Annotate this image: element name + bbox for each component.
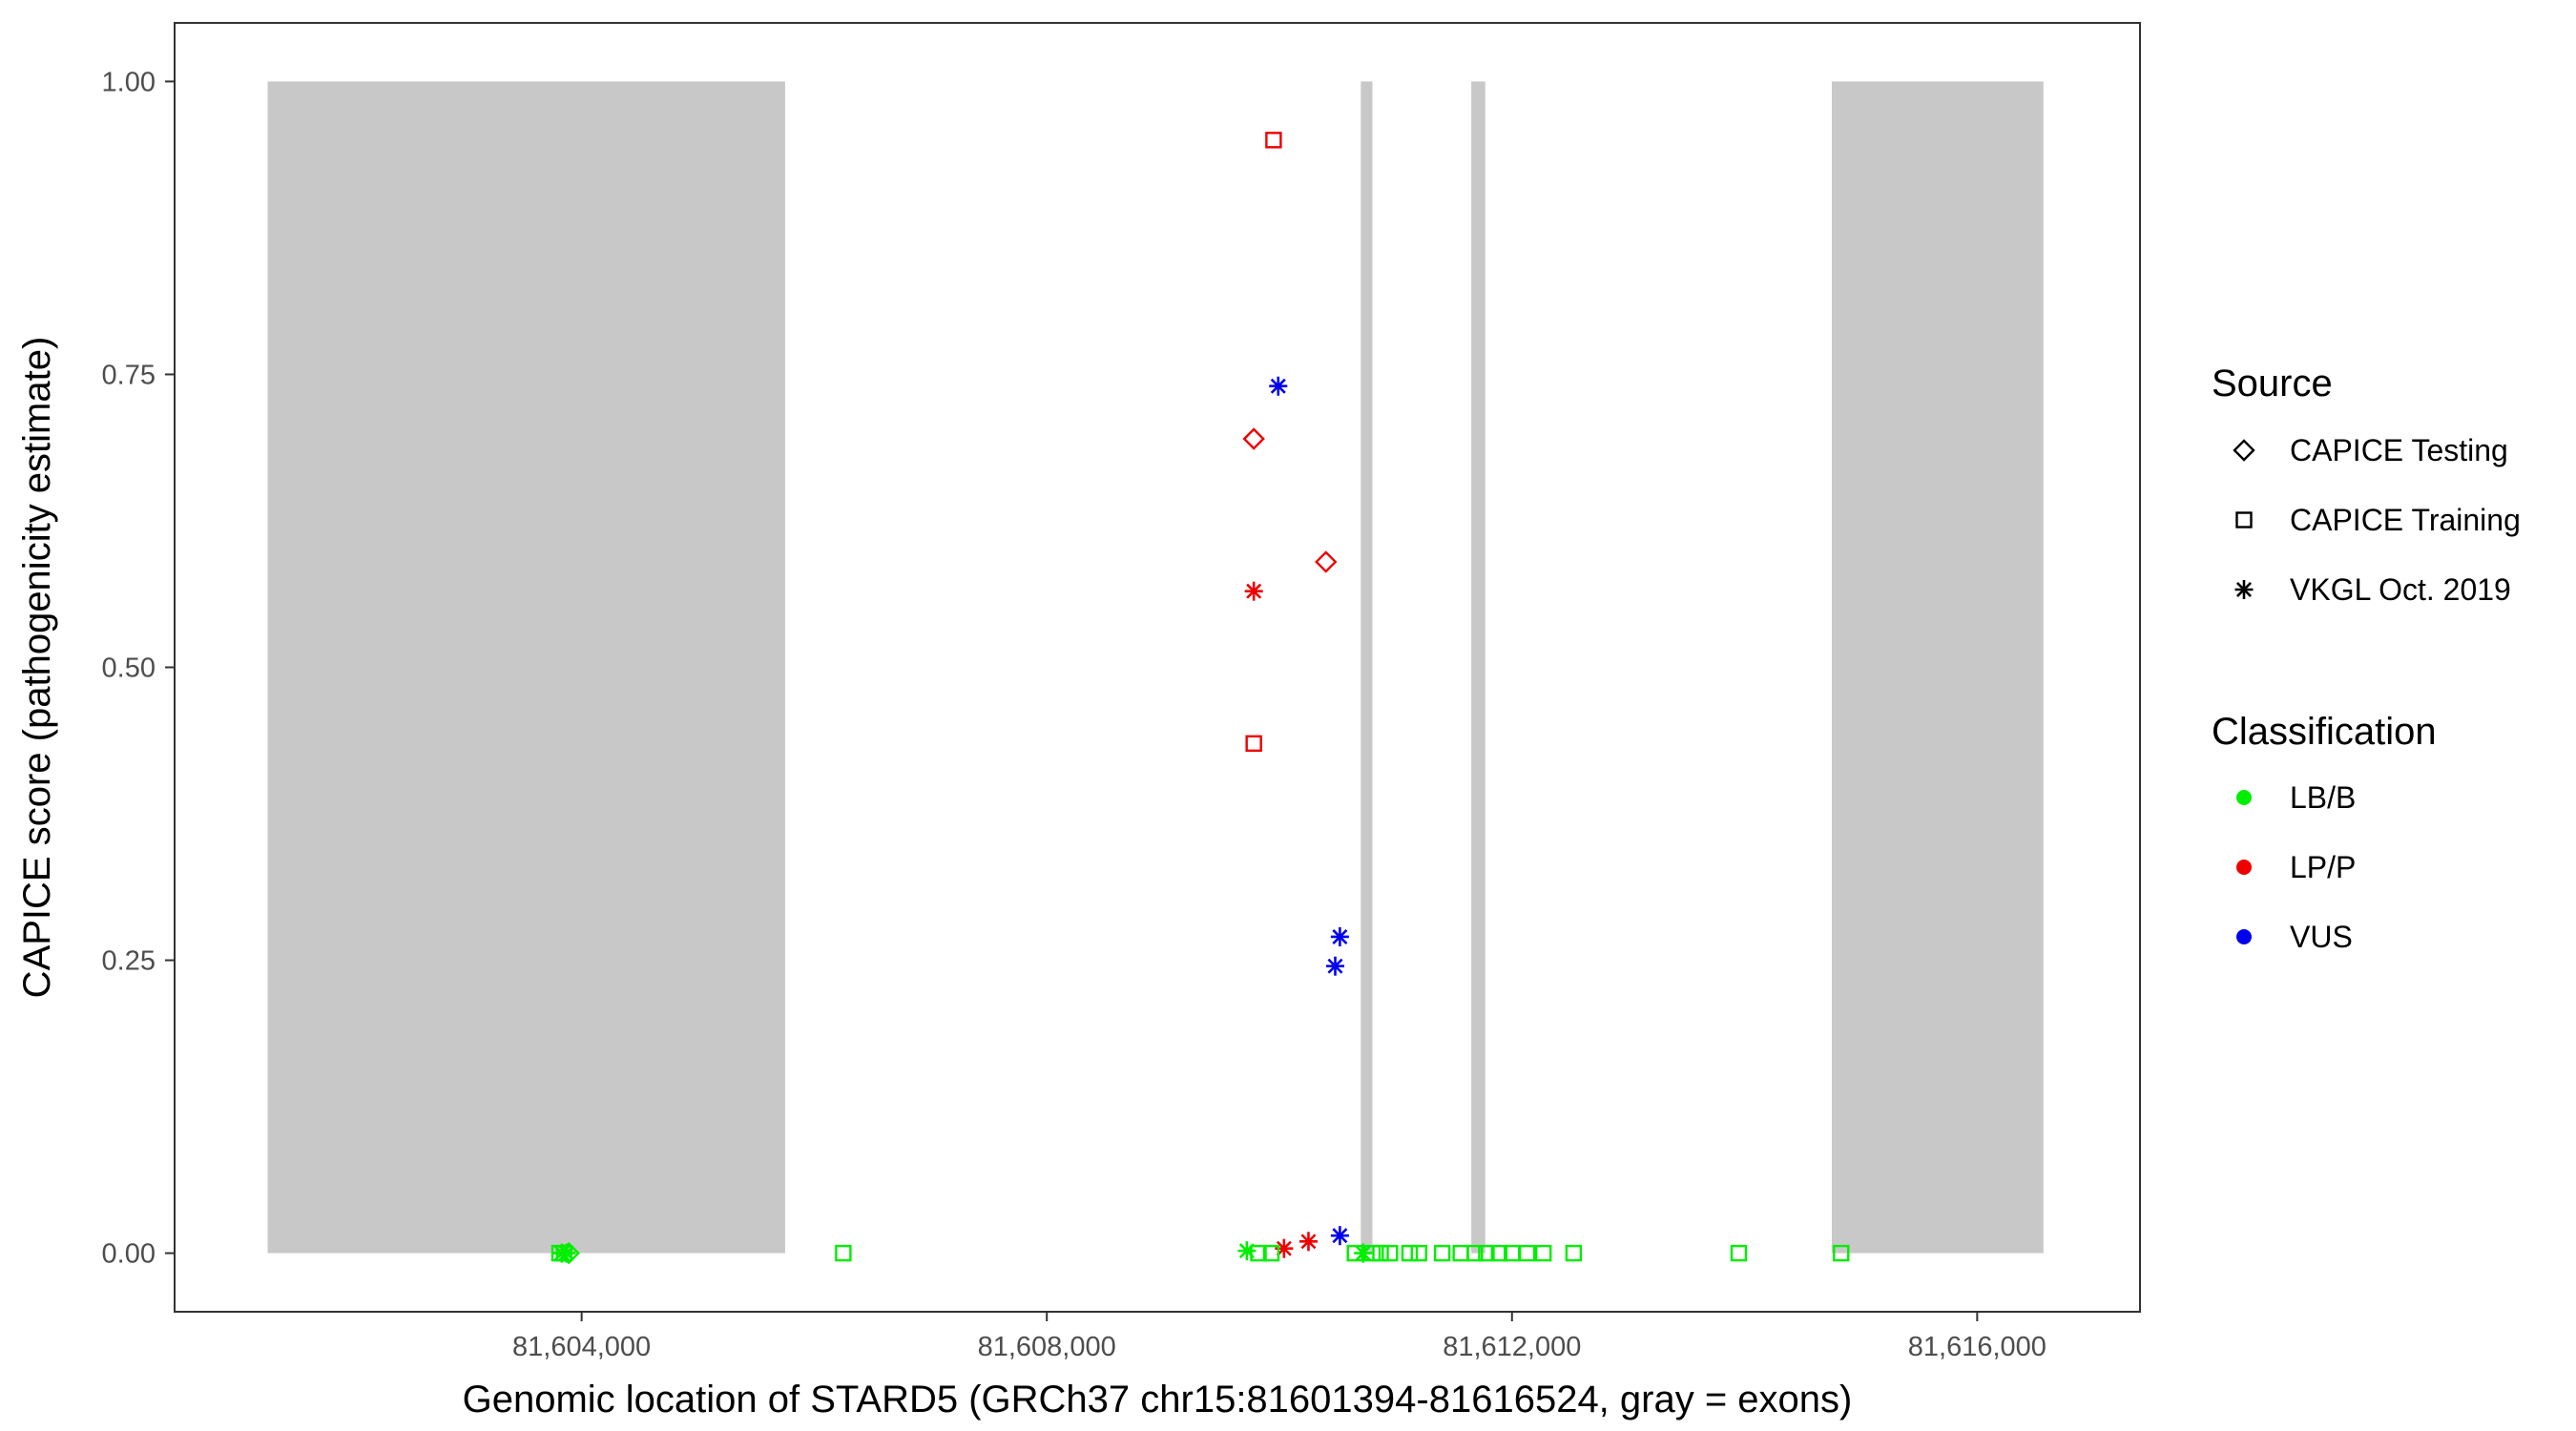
legend-key-dot [2236,790,2252,805]
legend-key-diamond [2233,439,2255,462]
data-point [1372,1244,1389,1262]
data-point [1354,1243,1373,1263]
diamond-marker [557,1241,580,1265]
legend-label-classification: LB/B [2290,780,2356,815]
exon-layer [267,81,2044,1254]
data-point [1269,376,1288,396]
x-tick-label: 81,616,000 [1908,1332,2046,1362]
diamond-marker [1242,427,1265,450]
dot-marker [2236,929,2252,944]
data-point [557,1241,580,1265]
dot-marker [2236,860,2252,875]
diamond-marker [2233,439,2255,462]
square-marker [1250,1244,1267,1262]
square-marker [1381,1244,1399,1262]
legend: Source Classification CAPICE Testing CAPI… [2212,363,2521,954]
exon-rect [1361,81,1373,1254]
legend-key-dot [2236,860,2252,875]
exon-rect [1471,81,1485,1254]
legend-classification-title: Classification [2212,711,2437,753]
data-point [1433,1244,1451,1262]
square-marker [1565,1244,1583,1262]
square-marker [835,1244,852,1262]
data-point [1730,1244,1748,1262]
legend-key-asterisk [2234,580,2254,599]
data-point [1518,1244,1536,1262]
legend-label-source: CAPICE Testing [2290,433,2508,467]
y-tick-label: 1.00 [102,67,156,97]
data-point [1466,1244,1484,1262]
legend-label-source: VKGL Oct. 2019 [2290,572,2511,607]
square-marker [2235,511,2253,529]
legend-source-title: Source [2212,363,2333,404]
data-point [1242,427,1265,450]
y-tick-label: 0.75 [102,360,156,390]
x-tick-label: 81,612,000 [1443,1332,1581,1362]
data-point [1244,581,1263,601]
square-marker [1410,1244,1427,1262]
legend-key-square [2235,511,2253,529]
y-tick-label: 0.50 [102,653,156,684]
square-marker [1245,735,1262,753]
square-marker [1265,132,1282,149]
data-point [1410,1244,1427,1262]
x-tick-label: 81,604,000 [512,1332,651,1362]
square-marker [1833,1244,1850,1262]
exon-rect [1831,81,2044,1254]
data-point [1565,1244,1583,1262]
square-marker [1262,1244,1280,1262]
data-point [1237,1241,1257,1261]
legend-label-source: CAPICE Training [2290,503,2521,537]
data-point [555,1244,573,1262]
square-marker [555,1244,573,1262]
point-layer [551,132,1850,1265]
axis-layer: 81,604,000 81,608,000 81,612,000 81,616,000… [102,67,2046,1362]
square-marker [1478,1244,1495,1262]
square-marker [1433,1244,1451,1262]
legend-label-classification: VUS [2290,920,2353,954]
square-marker [1372,1244,1389,1262]
data-point [1265,132,1282,149]
square-marker [1730,1244,1748,1262]
data-point [1478,1244,1495,1262]
data-point [1250,1244,1267,1262]
square-marker [1466,1244,1484,1262]
x-axis-title: Genomic location of STARD5 (GRCh37 chr15… [463,1379,1853,1421]
data-point [1381,1244,1399,1262]
data-point [1315,550,1338,573]
data-point [1490,1244,1508,1262]
data-point [1298,1232,1318,1252]
data-point [1534,1244,1552,1262]
square-marker [1518,1244,1536,1262]
data-point [1262,1244,1280,1262]
data-point [1245,735,1262,753]
data-point [1330,926,1349,946]
data-point [835,1244,852,1262]
y-tick-label: 0.25 [102,946,156,977]
dot-marker [2236,790,2252,805]
data-point [1833,1244,1850,1262]
exon-rect [267,81,785,1254]
diamond-marker [1315,550,1338,573]
data-point [1401,1244,1419,1262]
legend-label-classification: LP/P [2290,850,2356,884]
legend-key-dot [2236,929,2252,944]
square-marker [1401,1244,1419,1262]
y-axis-title: CAPICE score (pathogenicity estimate) [16,337,58,999]
data-point [1330,1226,1349,1246]
y-tick-label: 0.00 [102,1239,156,1270]
square-marker [1534,1244,1552,1262]
square-marker [1490,1244,1508,1262]
x-tick-label: 81,608,000 [978,1332,1116,1362]
data-point [1325,956,1344,976]
